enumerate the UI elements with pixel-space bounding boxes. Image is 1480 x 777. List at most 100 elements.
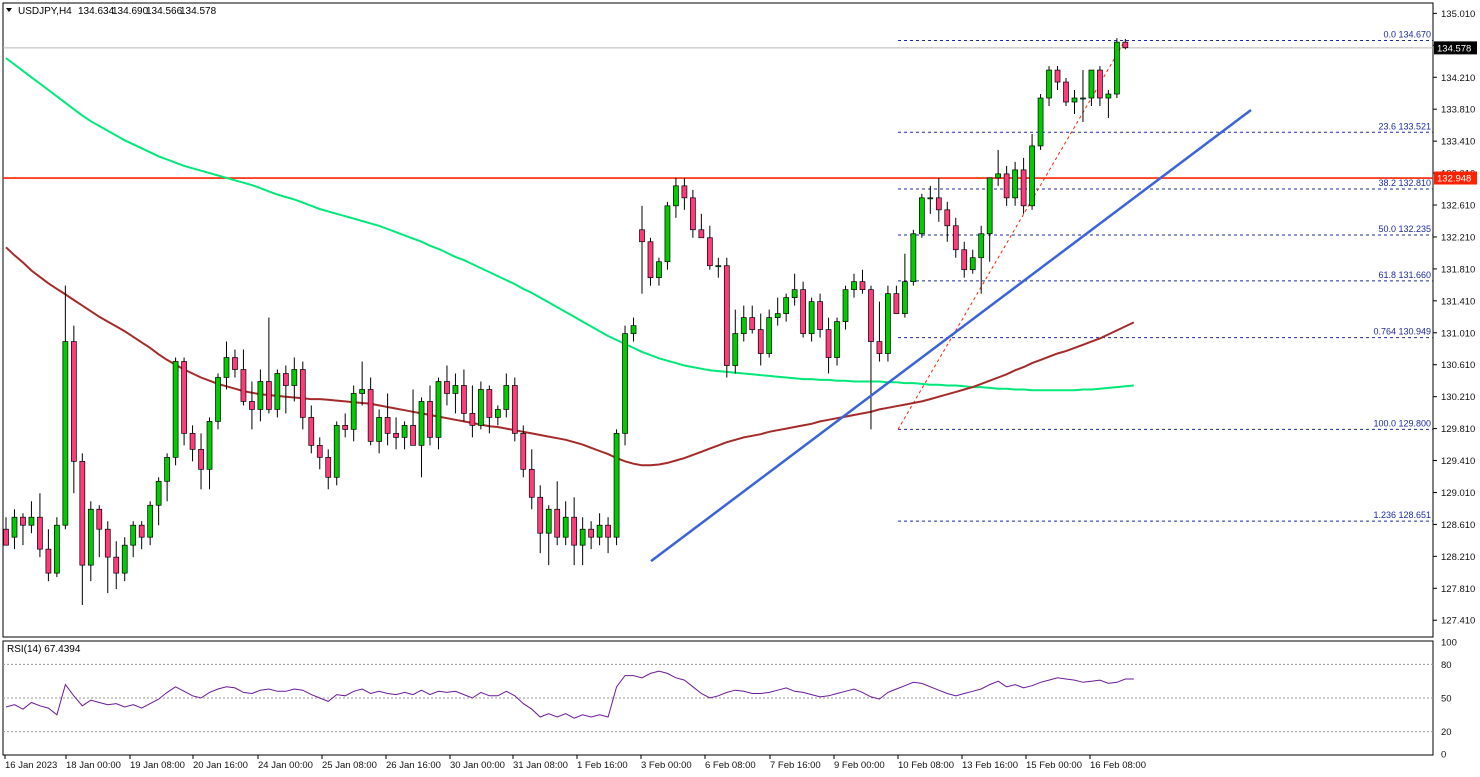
candle-body	[545, 508, 552, 534]
candle-body	[910, 233, 917, 283]
candle-body	[868, 289, 874, 342]
candle-body	[554, 508, 561, 538]
price-tick-label: 128.210	[1441, 552, 1475, 563]
candle-body	[715, 265, 722, 268]
moving-averages	[5, 57, 1135, 467]
price-tick-label: 133.810	[1441, 105, 1475, 116]
candle-body	[579, 528, 586, 546]
candle-body	[952, 225, 959, 251]
candle-body	[435, 381, 442, 438]
fib-level-label: 38.2 132.810	[1378, 178, 1431, 188]
rsi-tick-label: 100	[1441, 638, 1457, 649]
price-tick-label: 131.410	[1441, 296, 1475, 307]
close-value: 134.578	[180, 6, 217, 17]
price-tick-label: 130.210	[1441, 392, 1475, 403]
candle-body	[528, 468, 535, 498]
candle-body	[486, 389, 493, 418]
low-value: 134.566	[146, 6, 183, 17]
candle-body	[630, 325, 637, 334]
price-tick-label: 130.610	[1441, 360, 1475, 371]
candle-body	[1054, 69, 1061, 83]
fib-level-label: 100.0 129.800	[1373, 418, 1431, 428]
candle-body	[902, 281, 908, 314]
candle-body	[62, 341, 69, 526]
fib-level-label: 0.0 134.670	[1383, 30, 1431, 40]
dropdown-triangle-icon[interactable]	[6, 8, 12, 12]
candle-body	[1097, 69, 1103, 99]
candle-body	[367, 389, 374, 442]
candle-body	[384, 417, 391, 434]
candle-body	[1080, 97, 1086, 100]
rsi-tick-label: 50	[1441, 694, 1452, 705]
candle-body	[596, 524, 603, 538]
candle-body	[876, 341, 883, 354]
candle-body	[935, 197, 942, 211]
price-tick-label: 129.410	[1441, 456, 1475, 467]
candle-body	[410, 425, 416, 446]
candle-body	[37, 516, 43, 550]
candle-body	[308, 417, 315, 446]
horizontal-levels	[3, 47, 1433, 179]
rsi-label: RSI(14) 67.4394	[7, 644, 81, 655]
trend-lines[interactable]	[650, 108, 1252, 563]
high-value: 134.690	[112, 6, 149, 17]
candle-body	[478, 389, 484, 426]
candle-body	[851, 281, 857, 291]
candle-body	[1003, 173, 1010, 199]
candle-body	[452, 385, 459, 394]
open-value: 134.634	[78, 6, 115, 17]
candle-body	[918, 197, 925, 235]
time-tick-label: 20 Jan 16:00	[193, 760, 248, 771]
candle-body	[87, 508, 94, 566]
candle-body	[817, 301, 823, 330]
candle-body	[28, 516, 35, 526]
candle-body	[189, 433, 196, 450]
candle-body	[11, 516, 18, 538]
candle-body	[376, 417, 382, 442]
candle-body	[834, 321, 840, 358]
symbol-label: USDJPY,H4	[18, 6, 72, 17]
candle-body	[316, 445, 323, 458]
candle-body	[927, 197, 934, 200]
candle-body	[282, 373, 289, 386]
candle-body	[249, 401, 255, 410]
candle-body	[1029, 145, 1035, 207]
candle-body	[223, 357, 230, 378]
candle-body	[138, 524, 145, 538]
candle-body	[240, 369, 247, 402]
candle-body	[859, 281, 866, 291]
candle-body	[571, 516, 578, 546]
candle-body	[757, 329, 764, 354]
candle-body	[613, 433, 620, 538]
support-trend-line	[650, 108, 1252, 563]
candle-body	[622, 333, 628, 434]
rsi-tick-label: 0	[1441, 750, 1446, 761]
candle-body	[155, 480, 162, 506]
candle-body	[986, 177, 993, 235]
candle-body	[1046, 69, 1052, 99]
candle-body	[978, 233, 985, 259]
candle-body	[1063, 81, 1069, 103]
time-tick-label: 18 Jan 00:00	[66, 760, 121, 771]
price-tick-label: 135.010	[1441, 9, 1475, 20]
rsi-indicator: 100 80 50 20 0	[3, 638, 1457, 761]
candle-body	[1037, 97, 1044, 147]
candle-body	[130, 524, 137, 546]
resistance-price-badge	[1434, 171, 1477, 185]
time-tick-label: 1 Feb 16:00	[577, 760, 628, 771]
price-tick-label: 132.210	[1441, 232, 1475, 243]
candle-body	[3, 528, 9, 546]
candle-body	[723, 265, 730, 366]
candle-body	[893, 293, 900, 314]
price-axis: 135.010134.610134.210133.810133.410133.0…	[1433, 9, 1475, 627]
fibonacci-retracement[interactable]: 0.0 134.670 23.6 133.521 38.2 132.810 50.0 …	[897, 30, 1433, 522]
candle-body	[274, 373, 281, 410]
candle-body	[842, 289, 849, 322]
candle-body	[121, 544, 128, 574]
candle-body	[350, 393, 357, 430]
candle-body	[232, 357, 238, 370]
candle-body	[359, 389, 366, 394]
candle-body	[325, 456, 332, 478]
fib-level-label: 0.764 130.949	[1373, 327, 1431, 337]
